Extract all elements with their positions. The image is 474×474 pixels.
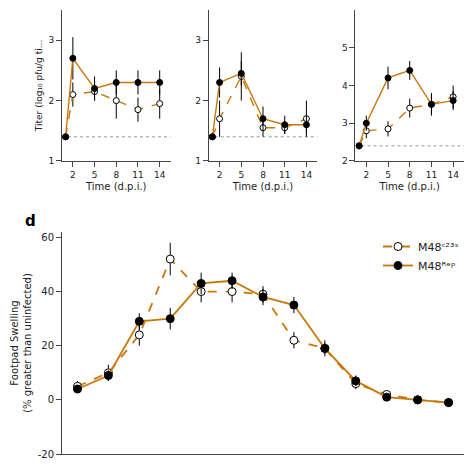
svg-text:2: 2 [217,170,223,180]
svg-text:d: d [25,212,36,230]
svg-text:2: 2 [48,96,54,106]
svg-text:5: 5 [385,170,391,180]
svg-text:60: 60 [41,232,54,243]
svg-text:3: 3 [342,118,348,128]
svg-text:5: 5 [92,170,98,180]
svg-text:Footpad Swelling(% greater tha: Footpad Swelling(% greater than uninfect… [9,273,33,413]
svg-text:3: 3 [48,35,54,45]
svg-text:2: 2 [363,170,369,180]
svg-text:M48ᶜ²³ˢ: M48ᶜ²³ˢ [418,241,458,254]
svg-text:5: 5 [342,43,348,53]
svg-text:8: 8 [260,170,266,180]
svg-text:8: 8 [113,170,119,180]
svg-text:-20: -20 [38,449,54,460]
svg-text:11: 11 [279,170,290,180]
svg-text:2: 2 [342,156,348,166]
svg-text:M48ᴿᵉᵖ: M48ᴿᵉᵖ [418,260,456,273]
svg-text:3: 3 [195,35,201,45]
svg-text:14: 14 [447,170,459,180]
svg-text:2: 2 [195,96,201,106]
svg-text:Time (d.p.i.): Time (d.p.i.) [378,181,440,192]
svg-text:8: 8 [407,170,413,180]
svg-text:4: 4 [342,81,348,91]
svg-text:14: 14 [154,170,166,180]
svg-text:Titer (log₁₀ pfu/g ti...: Titer (log₁₀ pfu/g ti... [34,40,44,132]
svg-text:20: 20 [41,340,54,351]
svg-text:14: 14 [301,170,313,180]
svg-text:2: 2 [70,170,76,180]
svg-text:40: 40 [41,286,54,297]
svg-text:Time (d.p.i.): Time (d.p.i.) [85,181,147,192]
svg-text:1: 1 [48,156,54,166]
svg-text:5: 5 [238,170,244,180]
svg-text:1: 1 [195,156,201,166]
svg-text:Time (d.p.i.): Time (d.p.i.) [232,181,294,192]
svg-text:0: 0 [48,394,54,405]
svg-text:11: 11 [426,170,437,180]
svg-text:11: 11 [132,170,143,180]
